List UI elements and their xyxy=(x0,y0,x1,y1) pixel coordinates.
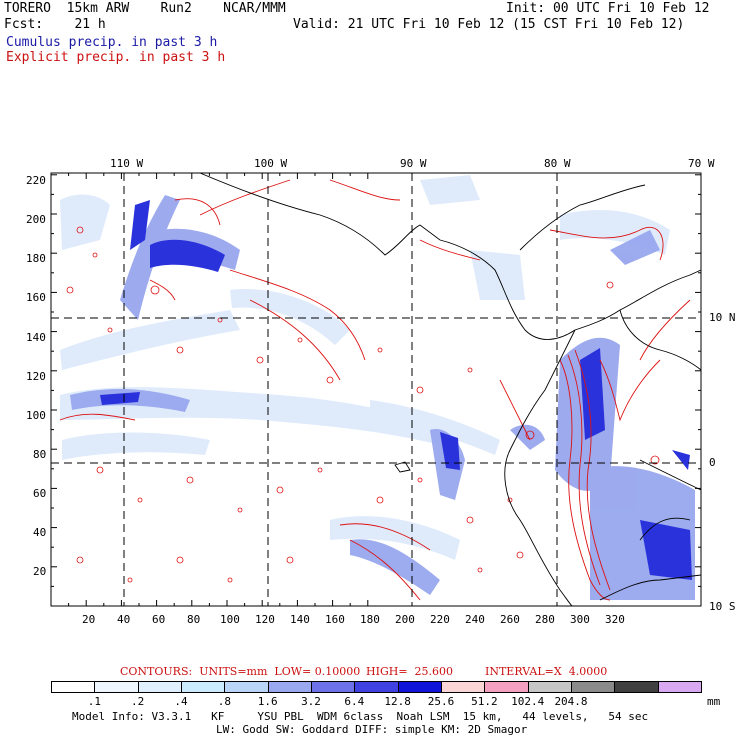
axis-ticks xyxy=(50,173,701,607)
x-tick-label: 220 xyxy=(430,613,450,626)
colorbar-label: 204.8 xyxy=(554,695,588,708)
lat-label-10s: 10 S xyxy=(709,600,736,613)
colorbar-label: 1.6 xyxy=(257,695,278,708)
lon-label-70w: 70 W xyxy=(688,157,715,170)
lon-label-80w: 80 W xyxy=(544,157,571,170)
colorbar-segment xyxy=(51,681,96,693)
x-tick-label: 60 xyxy=(152,613,166,626)
colorbar-segment xyxy=(527,681,572,693)
x-tick-label: 80 xyxy=(187,613,201,626)
colorbar-label: .8 xyxy=(217,695,231,708)
model-title: TORERO 15km ARW Run2 NCAR/MMM xyxy=(4,1,286,16)
colorbar-segment xyxy=(181,681,226,693)
y-tick-label: 60 xyxy=(33,487,47,500)
coastlines xyxy=(199,173,701,606)
valid-time: Valid: 21 UTC Fri 10 Feb 12 (15 CST Fri … xyxy=(293,17,685,32)
lat-lon-grid xyxy=(51,173,701,606)
y-tick-label: 80 xyxy=(33,448,47,461)
y-tick-label: 120 xyxy=(26,370,46,383)
colorbar-label: 6.4 xyxy=(344,695,365,708)
colorbar-units: mm xyxy=(707,695,721,708)
y-tick-label: 200 xyxy=(26,213,46,226)
lat-label-10n: 10 N xyxy=(709,311,736,324)
contour-info: CONTOURS: UNITS=mm LOW= 0.10000 xyxy=(120,665,361,678)
cumulus-legend: Cumulus precip. in past 3 h xyxy=(6,35,218,50)
init-time: Init: 00 UTC Fri 10 Feb 12 xyxy=(506,1,710,16)
y-tick-label: 180 xyxy=(26,252,46,265)
x-tick-label: 200 xyxy=(395,613,415,626)
explicit-legend: Explicit precip. in past 3 h xyxy=(6,50,226,65)
y-tick-label: 140 xyxy=(26,331,46,344)
x-tick-label: 160 xyxy=(325,613,345,626)
y-tick-label: 20 xyxy=(33,565,47,578)
y-tick-label: 40 xyxy=(33,526,47,539)
contour-high: HIGH= 25.600 xyxy=(366,665,454,678)
colorbar-label: .4 xyxy=(174,695,188,708)
x-tick-label: 140 xyxy=(290,613,310,626)
model-info: Model Info: V3.3.1 KF YSU PBL WDM 6class… xyxy=(72,710,649,723)
colorbar-segment xyxy=(267,681,312,693)
physics-info: LW: Godd SW: Goddard DIFF: simple KM: 2D… xyxy=(216,723,528,736)
colorbar-label: 51.2 xyxy=(471,695,498,708)
colorbar-segment xyxy=(657,681,702,693)
x-tick-label: 120 xyxy=(255,613,275,626)
explicit-precip-contours xyxy=(59,179,691,601)
colorbar-label: .2 xyxy=(131,695,145,708)
colorbar-segment xyxy=(397,681,442,693)
colorbar-label: 25.6 xyxy=(427,695,455,708)
contour-interval: INTERVAL=X 4.0000 xyxy=(485,665,608,678)
colorbar-label: 12.8 xyxy=(384,695,411,708)
x-tick-label: 320 xyxy=(605,613,625,626)
x-tick-label: 20 xyxy=(82,613,96,626)
map-field xyxy=(51,173,701,606)
heavy-precip-areas xyxy=(100,200,692,580)
y-tick-label: 100 xyxy=(26,409,46,422)
colorbar-segment xyxy=(94,681,139,693)
colorbar-segment xyxy=(311,681,356,693)
x-tick-label: 300 xyxy=(570,613,590,626)
y-tick-label: 220 xyxy=(26,174,46,187)
colorbar-segment xyxy=(354,681,399,693)
lon-label-100w: 100 W xyxy=(254,157,288,170)
x-tick-label: 100 xyxy=(220,613,240,626)
scattered-contour-cells xyxy=(66,226,660,583)
lon-label-110w: 110 W xyxy=(110,157,144,170)
x-tick-label: 280 xyxy=(535,613,555,626)
colorbar-label: .1 xyxy=(87,695,101,708)
colorbar-segment xyxy=(614,681,659,693)
lon-label-90w: 90 W xyxy=(400,157,427,170)
map-frame xyxy=(50,172,702,607)
colorbar-label: 102.4 xyxy=(511,695,545,708)
colorbar-segment xyxy=(224,681,269,693)
lat-label-0: 0 xyxy=(709,456,716,469)
colorbar-label: 3.2 xyxy=(301,695,321,708)
x-tick-label: 180 xyxy=(360,613,380,626)
x-tick-label: 40 xyxy=(117,613,131,626)
colorbar-segment xyxy=(571,681,616,693)
colorbar-segment xyxy=(484,681,529,693)
x-tick-label: 240 xyxy=(465,613,485,626)
colorbar-segment xyxy=(441,681,486,693)
colorbar-segment xyxy=(137,681,182,693)
forecast-hour: Fcst: 21 h xyxy=(4,17,106,32)
x-tick-label: 260 xyxy=(500,613,520,626)
y-tick-label: 160 xyxy=(26,291,46,304)
